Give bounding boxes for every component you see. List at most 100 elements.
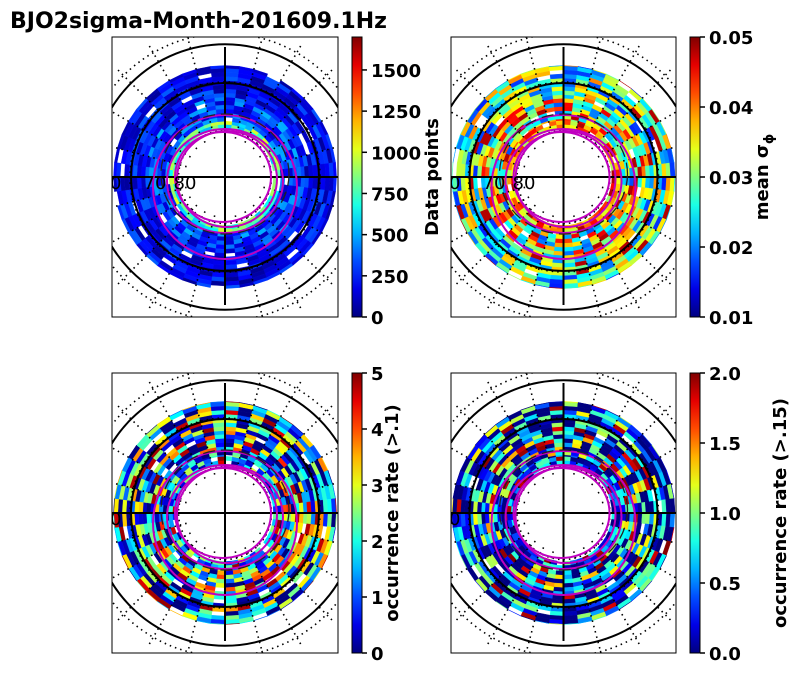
lat-label: 80 [174,173,197,194]
colorbar-tick-label: 1.5 [709,434,741,455]
colorbar-tick-label: 2.0 [709,364,741,385]
heatmap-cell [215,582,226,588]
colorbar-tick-label: 1.0 [709,504,741,525]
heatmap-cell [555,456,564,462]
heatmap-cell [124,163,130,178]
heatmap-cell [216,116,226,122]
boundary-line [498,113,629,235]
colorbar-label: occurrence rate (>.15) [770,398,791,628]
auroral-oval [504,464,623,570]
auroral-oval [152,450,298,596]
heatmap-cell [554,238,564,244]
heatmap-cell [224,574,234,580]
colorbar-tick-label: 0 [371,644,384,665]
lat-label: 80 [513,173,536,194]
lat-label: 60 [99,509,122,530]
heatmap-cell [217,456,226,462]
heatmap-cell [168,176,174,185]
heatmap-cell [563,238,573,244]
auroral-oval [514,466,617,564]
heatmap-cell [669,512,676,528]
lat-label: 60 [438,173,461,194]
heatmap-cell [252,69,268,77]
colorbar-tick-label: 500 [371,226,409,247]
colorbar-label-subscript: ϕ [762,134,777,144]
colorbar-tick-label: 2 [371,532,384,553]
heatmap-cell [555,120,564,126]
boundary-line [498,449,629,571]
lat-label: 70 [483,173,506,194]
heatmap-cell [224,248,236,254]
heatmap-cell [506,176,512,185]
auroral-oval [176,130,278,228]
auroral-oval [504,128,623,234]
colorbar-tick-label: 0 [371,308,384,329]
colorbar-tick-label: 0.04 [709,98,753,119]
colorbar-label: Data points [422,118,443,236]
heatmap-cell [224,570,234,576]
colorbar-tick-label: 0.05 [709,28,753,49]
axes-border [111,372,339,654]
heatmap-cell [563,456,572,462]
colorbar [351,36,363,318]
panel-occurrence-rate-01: 60 0 1 2 3 4 5 occurrence rate (>.1) [99,364,403,665]
colorbar-label: occurrence rate (>.1) [382,404,403,621]
heatmap-cell [215,240,226,246]
boundary-line [160,113,290,235]
heatmap-cell [563,234,572,240]
panel-occurrence-rate-015: 60 0.0 0.5 1.0 1.5 2.0 occurrence rate (>.15) [438,364,791,665]
colorbar-tick-label: 3 [371,476,384,497]
colorbar-tick-label: 4 [371,420,384,441]
axes-border [450,372,677,654]
colorbar-tick-label: 0.02 [709,238,753,259]
heatmap-cell [224,120,233,126]
colorbar [689,372,701,654]
heatmap-cell [563,574,573,580]
heatmap-cell [506,512,512,521]
heatmap-cell [216,570,226,576]
heatmap-cell [216,236,226,242]
colorbar-tick-label: 0.03 [709,168,753,189]
heatmap-cell [224,240,235,246]
heatmap-cell [549,73,564,80]
heatmap-cell [168,512,174,521]
heatmap-cell [563,120,572,126]
auroral-oval [152,114,298,260]
axes-border [111,36,339,318]
grid-circle-solid [112,43,338,311]
grid-circle-solid [451,43,676,311]
axes-border [450,36,677,318]
colorbar-tick-label: 0.01 [709,308,753,329]
colorbar-tick-label: 1500 [371,61,421,82]
grid-circle-solid [112,379,338,647]
auroral-oval [514,130,617,228]
colorbar-tick-label: 750 [371,184,409,205]
colorbar-tick-label: 1 [371,588,384,609]
heatmap-cell [210,280,226,287]
heatmap-cell [224,236,234,242]
heatmap-cell [216,574,226,580]
heatmap-cell [554,574,564,580]
auroral-oval [490,114,637,260]
grid-circle-solid [451,379,676,647]
colorbar-tick-label: 250 [371,267,409,288]
lat-label: 60 [99,173,122,194]
colorbar-tick-label: 1250 [371,102,421,123]
panel-data-points: 60 70 80 0 250 500 750 1000 1250 1500 Data points [99,36,443,329]
heatmap-cell [563,570,572,576]
lat-label: 60 [438,509,461,530]
colorbar-tick-label: 5 [371,364,384,385]
heatmap-cell [555,234,564,240]
boundary-line [160,449,290,571]
colorbar-tick-label: 0.0 [709,644,741,665]
heatmap-cells [451,65,676,289]
heatmap-cells [451,401,676,625]
heatmap-cell [224,456,233,462]
figure-title: BJO2sigma-Month-201609.1Hz [10,9,387,34]
panel-mean-sigma: 60 70 80 0.01 0.02 0.03 0.04 0.05 mean σϕ [438,28,777,329]
heatmap-cell [555,570,564,576]
lat-label: 70 [144,173,167,194]
heatmap-cell [215,108,226,114]
colorbar [689,36,701,318]
